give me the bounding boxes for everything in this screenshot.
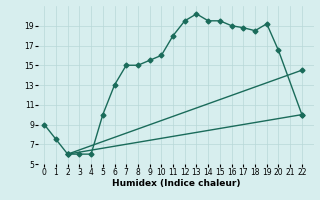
X-axis label: Humidex (Indice chaleur): Humidex (Indice chaleur) [112,179,240,188]
